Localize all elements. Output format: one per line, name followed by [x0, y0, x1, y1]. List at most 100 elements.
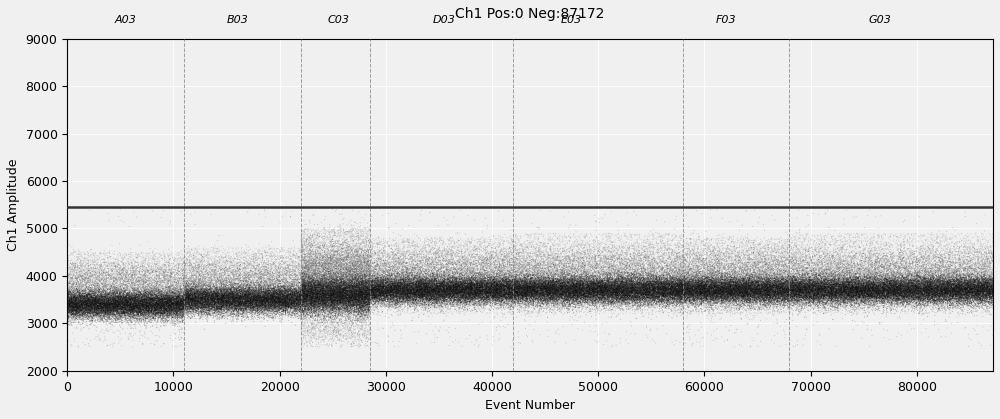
Point: [67, 301, 83, 308]
Point: [891, 279, 907, 286]
Point: [370, 269, 386, 275]
Point: [316, 303, 332, 309]
Point: [180, 295, 196, 301]
Point: [389, 284, 405, 291]
Point: [427, 303, 443, 309]
Point: [445, 272, 461, 279]
Point: [110, 303, 126, 310]
Point: [800, 289, 816, 295]
Point: [397, 281, 413, 287]
Point: [935, 285, 951, 292]
Point: [770, 254, 786, 261]
Point: [883, 287, 899, 294]
Point: [569, 292, 585, 298]
Point: [396, 272, 412, 279]
Point: [957, 282, 973, 289]
Point: [568, 288, 584, 295]
Point: [457, 299, 473, 305]
Point: [286, 282, 302, 288]
Point: [365, 288, 381, 295]
Point: [941, 264, 957, 270]
Point: [382, 288, 398, 295]
Point: [894, 282, 910, 289]
Point: [632, 256, 648, 263]
Point: [411, 280, 427, 287]
Point: [388, 274, 404, 281]
Point: [576, 275, 592, 282]
Point: [352, 251, 368, 258]
Point: [61, 298, 77, 305]
Point: [361, 287, 377, 293]
Point: [288, 288, 304, 295]
Point: [375, 297, 391, 304]
Point: [338, 287, 354, 294]
Point: [767, 276, 783, 283]
Point: [191, 302, 207, 309]
Point: [539, 282, 555, 289]
Point: [165, 300, 181, 307]
Point: [511, 299, 527, 305]
Point: [613, 260, 629, 266]
Point: [744, 277, 760, 284]
Point: [641, 290, 657, 296]
Point: [892, 279, 908, 286]
Point: [733, 293, 749, 300]
Point: [300, 328, 316, 335]
Point: [608, 279, 624, 285]
Point: [759, 291, 775, 298]
Point: [671, 282, 687, 289]
Point: [771, 276, 787, 282]
Point: [348, 292, 364, 299]
Point: [594, 289, 610, 296]
Point: [344, 277, 360, 284]
Point: [418, 286, 434, 292]
Point: [776, 263, 792, 270]
Point: [364, 297, 380, 304]
Point: [484, 285, 500, 292]
Point: [317, 297, 333, 304]
Point: [169, 312, 185, 319]
Point: [669, 277, 685, 284]
Point: [664, 274, 680, 281]
Point: [732, 283, 748, 290]
Point: [90, 296, 106, 303]
Point: [763, 290, 779, 296]
Point: [263, 297, 279, 304]
Point: [185, 263, 201, 270]
Point: [693, 290, 709, 297]
Point: [657, 297, 673, 304]
Point: [217, 299, 233, 306]
Point: [607, 287, 623, 294]
Point: [790, 298, 806, 305]
Point: [615, 280, 631, 287]
Point: [127, 292, 143, 298]
Point: [812, 272, 828, 279]
Point: [316, 293, 332, 300]
Point: [381, 289, 397, 295]
Point: [392, 279, 408, 285]
Point: [893, 277, 909, 284]
Point: [392, 282, 408, 288]
Point: [346, 284, 362, 291]
Point: [343, 306, 359, 313]
Point: [842, 245, 858, 251]
Point: [883, 301, 899, 308]
Point: [834, 294, 850, 300]
Point: [734, 294, 750, 300]
Point: [299, 283, 315, 290]
Point: [885, 277, 901, 283]
Point: [717, 248, 733, 255]
Point: [364, 259, 380, 265]
Point: [138, 308, 154, 314]
Point: [225, 306, 241, 313]
Point: [813, 264, 829, 271]
Point: [982, 277, 998, 283]
Point: [537, 277, 553, 283]
Point: [681, 294, 697, 301]
Point: [790, 291, 806, 297]
Point: [77, 289, 93, 296]
Point: [672, 292, 688, 298]
Point: [96, 300, 112, 307]
Point: [804, 299, 820, 306]
Point: [877, 286, 893, 292]
